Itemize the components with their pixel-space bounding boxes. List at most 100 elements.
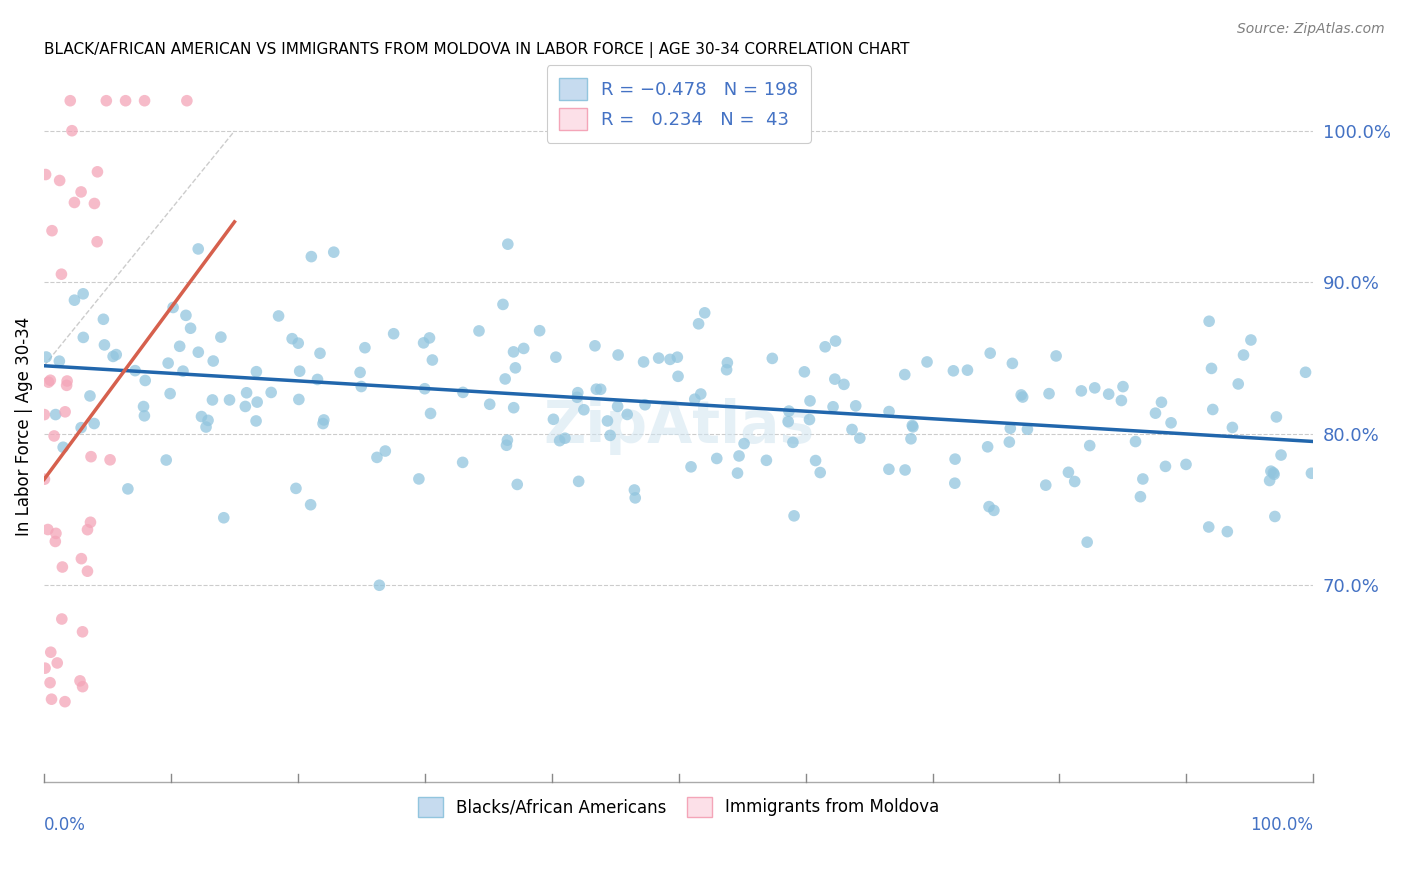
Point — [299, 250, 322, 264]
Point — [1011, 390, 1033, 404]
Point — [548, 434, 571, 448]
Point — [623, 483, 645, 497]
Point — [86, 235, 108, 249]
Point — [96, 94, 118, 108]
Point — [679, 459, 702, 474]
Point — [169, 339, 191, 353]
Point — [86, 165, 108, 179]
Point — [51, 612, 73, 626]
Point — [706, 451, 728, 466]
Point — [901, 420, 924, 434]
Point — [478, 397, 501, 411]
Point — [419, 407, 441, 421]
Point — [565, 390, 588, 404]
Point — [218, 392, 240, 407]
Point — [366, 450, 388, 465]
Point — [821, 400, 844, 414]
Point — [245, 365, 267, 379]
Point — [841, 422, 863, 436]
Point — [134, 409, 156, 423]
Point — [422, 353, 444, 368]
Point — [233, 400, 256, 414]
Point — [408, 472, 430, 486]
Point — [1063, 475, 1085, 489]
Point — [312, 417, 335, 431]
Point — [83, 196, 105, 211]
Point — [1160, 416, 1182, 430]
Point — [46, 656, 69, 670]
Point — [98, 452, 121, 467]
Point — [287, 336, 309, 351]
Point — [761, 351, 783, 366]
Point — [983, 503, 1005, 517]
Point — [35, 350, 58, 364]
Point — [716, 356, 738, 370]
Point — [808, 466, 831, 480]
Point — [943, 476, 966, 491]
Text: 100.0%: 100.0% — [1250, 815, 1313, 833]
Point — [382, 326, 405, 341]
Point — [496, 237, 519, 252]
Point — [799, 412, 821, 426]
Point — [51, 267, 73, 281]
Point — [976, 440, 998, 454]
Point — [93, 338, 115, 352]
Point — [281, 332, 304, 346]
Point — [101, 350, 124, 364]
Point — [616, 408, 638, 422]
Point — [583, 339, 606, 353]
Point — [544, 350, 567, 364]
Point — [72, 624, 94, 639]
Point — [34, 408, 56, 422]
Point — [72, 680, 94, 694]
Point — [1010, 388, 1032, 402]
Point — [659, 352, 682, 367]
Text: ZipAtlas: ZipAtlas — [543, 398, 814, 455]
Title: BLACK/AFRICAN AMERICAN VS IMMIGRANTS FROM MOLDOVA IN LABOR FORCE | AGE 30-34 COR: BLACK/AFRICAN AMERICAN VS IMMIGRANTS FRO… — [44, 42, 910, 58]
Point — [349, 365, 371, 379]
Point — [195, 420, 218, 434]
Point — [1201, 361, 1223, 376]
Point — [70, 551, 93, 566]
Point — [124, 364, 146, 378]
Point — [733, 436, 755, 450]
Point — [374, 444, 396, 458]
Point — [1076, 535, 1098, 549]
Point — [39, 373, 62, 387]
Point — [70, 420, 93, 434]
Point — [41, 224, 63, 238]
Point — [877, 404, 900, 418]
Point — [814, 340, 837, 354]
Point — [1263, 467, 1285, 482]
Point — [412, 335, 434, 350]
Y-axis label: In Labor Force | Age 30-34: In Labor Force | Age 30-34 — [15, 317, 32, 536]
Point — [201, 392, 224, 407]
Point — [505, 360, 527, 375]
Point — [299, 498, 322, 512]
Point — [585, 382, 607, 396]
Point — [34, 661, 56, 675]
Point — [832, 377, 855, 392]
Point — [1232, 348, 1254, 362]
Point — [76, 564, 98, 578]
Point — [117, 482, 139, 496]
Point — [683, 392, 706, 407]
Point — [41, 692, 63, 706]
Point — [496, 433, 519, 447]
Point — [1295, 365, 1317, 379]
Point — [39, 645, 62, 659]
Point — [52, 440, 75, 454]
Point — [543, 412, 565, 426]
Point — [494, 372, 516, 386]
Point — [53, 405, 76, 419]
Point — [502, 401, 524, 415]
Point — [451, 385, 474, 400]
Point — [134, 94, 156, 108]
Point — [34, 168, 56, 182]
Point — [824, 372, 846, 386]
Point — [755, 453, 778, 467]
Point — [1045, 349, 1067, 363]
Point — [492, 297, 515, 311]
Point — [1129, 490, 1152, 504]
Point — [1263, 466, 1285, 480]
